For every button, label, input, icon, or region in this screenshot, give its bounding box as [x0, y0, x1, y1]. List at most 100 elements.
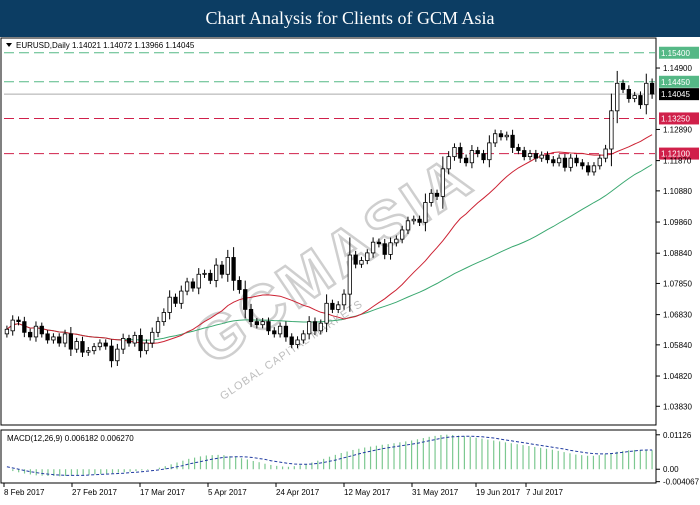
candle-body	[504, 134, 509, 138]
time-tick-label: 7 Jul 2017	[526, 488, 563, 497]
candle-body	[533, 153, 538, 159]
candle-body	[545, 154, 550, 161]
candle-body	[638, 95, 643, 106]
time-tick-label: 5 Apr 2017	[208, 488, 247, 497]
candle-body	[248, 309, 254, 323]
candle-body	[126, 338, 132, 344]
candle	[202, 269, 207, 278]
candle-body	[57, 336, 62, 344]
candle	[196, 268, 201, 295]
candle-body	[231, 257, 236, 281]
candle-body	[4, 328, 10, 335]
candle	[115, 343, 120, 366]
candle-body	[597, 157, 602, 167]
candle-body	[307, 321, 312, 335]
candle	[4, 325, 10, 338]
candle-body	[551, 159, 556, 164]
candle	[103, 339, 108, 350]
candle-body	[469, 150, 475, 164]
macd-tick-label: -0.004067	[663, 478, 700, 487]
candle	[539, 151, 544, 162]
candle	[74, 337, 79, 353]
candle-body	[475, 150, 480, 154]
candle	[179, 285, 184, 309]
candle-body	[45, 333, 50, 341]
candle-body	[359, 260, 364, 265]
time-tick-label: 12 May 2017	[344, 488, 391, 497]
candle-body	[649, 82, 655, 95]
macd-info: MACD(12,26,9) 0.006182 0.006270	[7, 434, 134, 443]
candle-body	[16, 319, 21, 323]
candle-body	[609, 110, 614, 150]
candle-body	[615, 82, 620, 112]
candle-body	[353, 254, 358, 265]
candle	[184, 277, 190, 296]
candle	[214, 258, 219, 288]
macd-indicator	[6, 434, 653, 477]
candle-body	[74, 341, 79, 350]
candle	[440, 156, 445, 209]
candle-body	[463, 157, 469, 164]
price-tick-label: 1.07850	[663, 279, 692, 288]
candle	[475, 146, 480, 158]
candle-body	[301, 333, 306, 341]
candle	[417, 215, 422, 226]
candle	[10, 315, 15, 336]
price-tick-label: 1.10880	[663, 187, 692, 196]
candle	[434, 189, 440, 201]
time-tick-label: 8 Feb 2017	[4, 488, 45, 497]
candle-body	[423, 202, 428, 223]
price-tick-label: 1.08840	[663, 249, 692, 258]
candlesticks	[4, 70, 655, 368]
candle-body	[452, 147, 457, 158]
candle	[219, 260, 225, 279]
candle-body	[440, 168, 445, 197]
candle-body	[318, 322, 323, 332]
symbol-info-text: EURUSD,Daily 1.14021 1.14072 1.13966 1.1…	[16, 41, 195, 50]
candle	[97, 339, 103, 351]
price-tick-label: 1.14900	[663, 64, 692, 73]
candle-body	[446, 156, 451, 170]
candle-body	[167, 296, 172, 313]
candle-body	[580, 162, 585, 167]
candle	[365, 249, 370, 265]
candle-body	[429, 192, 434, 203]
candle-body	[498, 133, 504, 138]
candle	[638, 91, 643, 109]
candle-body	[272, 330, 277, 335]
price-tick-label: 1.04820	[663, 372, 692, 381]
price-levels: 1.15400 1.14450 1.13250 1.12100 1.14045	[4, 46, 699, 160]
candle	[580, 159, 585, 170]
candle-body	[405, 220, 411, 231]
collapse-triangle-icon[interactable]	[6, 43, 12, 47]
current-price-label: 1.14045	[661, 90, 690, 99]
candle	[68, 326, 73, 357]
candle	[301, 330, 306, 344]
candle	[150, 327, 155, 348]
candle-body	[562, 157, 568, 168]
candle-body	[400, 229, 405, 240]
time-tick-label: 24 Apr 2017	[276, 488, 320, 497]
candle	[400, 225, 405, 244]
level-label: 1.15400	[661, 49, 690, 58]
candle-body	[237, 279, 242, 290]
candle	[132, 331, 137, 347]
candle	[121, 333, 126, 354]
candle	[312, 317, 318, 335]
candle-body	[556, 157, 562, 164]
candle-body	[97, 342, 103, 348]
candle	[498, 130, 504, 141]
candle	[289, 333, 294, 349]
candle	[126, 334, 132, 347]
candle	[277, 322, 283, 338]
level-label: 1.13250	[661, 114, 690, 123]
candle	[370, 237, 376, 258]
candle	[283, 321, 289, 342]
candle	[405, 216, 411, 235]
candle	[493, 129, 498, 148]
candle-body	[28, 331, 33, 338]
candle	[504, 131, 509, 141]
candle	[91, 343, 97, 355]
candle-body	[394, 238, 399, 244]
candle	[423, 193, 428, 232]
